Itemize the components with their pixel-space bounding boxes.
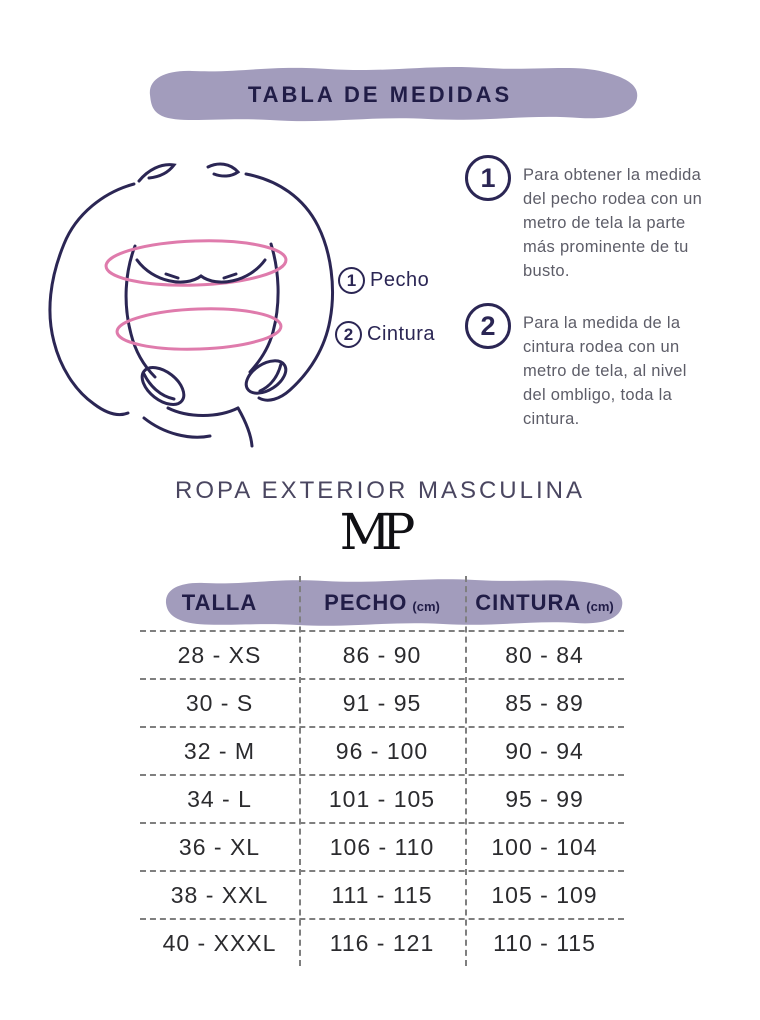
section-title: ROPA EXTERIOR MASCULINA xyxy=(175,477,585,504)
cell-cintura: 95 - 99 xyxy=(505,785,584,812)
figure-label-pecho: 1 Pecho xyxy=(338,267,429,294)
cell-talla: 32 - M xyxy=(183,737,256,764)
cell-talla: 30 - S xyxy=(185,689,254,716)
table-header-cells: TALLA PECHO (cm) CINTURA (cm) xyxy=(140,576,624,630)
cell-cintura: 85 - 89 xyxy=(505,689,584,716)
cell-cintura: 80 - 84 xyxy=(505,641,584,668)
table-row: 34 - L 101 - 105 95 - 99 xyxy=(140,774,624,822)
cell-pecho: 111 - 115 xyxy=(331,881,433,908)
table-row: 32 - M 96 - 100 90 - 94 xyxy=(140,726,624,774)
waist-measure-ellipse xyxy=(115,307,283,351)
cell-talla: 36 - XL xyxy=(178,833,261,860)
number-2-circle-icon: 2 xyxy=(335,321,362,348)
figure-label-cintura: 2 Cintura xyxy=(335,321,435,348)
title-banner: TABLA DE MEDIDAS xyxy=(118,62,642,128)
instruction-pecho-text: Para obtener la medida del pecho rodea c… xyxy=(523,166,703,280)
instruction-2-badge-icon: 2 xyxy=(465,303,511,349)
column-header-cintura-label: CINTURA xyxy=(475,590,582,615)
cell-talla: 40 - XXXL xyxy=(162,929,277,956)
cell-pecho: 101 - 105 xyxy=(328,785,436,812)
instruction-pecho: 1 Para obtener la medida del pecho rodea… xyxy=(465,155,715,283)
torso-drawing xyxy=(48,162,335,448)
cell-cintura: 110 - 115 xyxy=(493,929,596,956)
banner-blob-shape xyxy=(149,66,638,122)
cell-pecho: 116 - 121 xyxy=(329,929,435,956)
cell-pecho: 106 - 110 xyxy=(329,833,435,860)
column-header-pecho: PECHO (cm) xyxy=(299,576,465,630)
table-row: 40 - XXXL 116 - 121 110 - 115 xyxy=(140,918,624,966)
cell-talla: 28 - XS xyxy=(177,641,262,668)
instruction-cintura-text: Para la medida de la cintura rodea con u… xyxy=(523,314,687,428)
figure-label-pecho-text: Pecho xyxy=(370,269,430,291)
table-row: 36 - XL 106 - 110 100 - 104 xyxy=(140,822,624,870)
size-table-rows: 28 - XS 86 - 90 80 - 84 30 - S 91 - 95 8… xyxy=(140,630,624,966)
table-row: 30 - S 91 - 95 85 - 89 xyxy=(140,678,624,726)
column-header-cintura-unit: (cm) xyxy=(586,598,614,614)
cell-cintura: 105 - 109 xyxy=(491,881,598,908)
table-column-divider xyxy=(299,576,301,966)
cell-talla: 34 - L xyxy=(187,785,252,812)
chest-measure-ellipse xyxy=(104,239,288,287)
table-column-divider xyxy=(465,576,467,966)
cell-pecho: 91 - 95 xyxy=(342,689,422,716)
number-1-circle-icon: 1 xyxy=(338,267,365,294)
size-table-header: TALLA PECHO (cm) CINTURA (cm) xyxy=(140,576,624,630)
column-header-cintura: CINTURA (cm) xyxy=(465,576,624,630)
instruction-1-badge-icon: 1 xyxy=(465,155,511,201)
column-header-talla-label: TALLA xyxy=(181,590,258,615)
torso-illustration xyxy=(38,150,350,452)
cell-cintura: 100 - 104 xyxy=(491,833,598,860)
column-header-pecho-label: PECHO xyxy=(324,590,408,615)
cell-cintura: 90 - 94 xyxy=(505,737,584,764)
column-header-pecho-unit: (cm) xyxy=(412,598,440,614)
table-row: 28 - XS 86 - 90 80 - 84 xyxy=(140,630,624,678)
brand-logo: MP xyxy=(339,503,416,561)
cell-talla: 38 - XXL xyxy=(170,881,269,908)
figure-label-cintura-text: Cintura xyxy=(367,323,435,345)
table-row: 38 - XXL 111 - 115 105 - 109 xyxy=(140,870,624,918)
table-header-blob-shape xyxy=(165,579,623,626)
cell-pecho: 96 - 100 xyxy=(335,737,429,764)
size-table: TALLA PECHO (cm) CINTURA (cm) 28 - XS 86… xyxy=(140,576,624,966)
page-title: TABLA DE MEDIDAS xyxy=(247,82,513,107)
instruction-cintura: 2 Para la medida de la cintura rodea con… xyxy=(465,303,715,431)
cell-pecho: 86 - 90 xyxy=(342,641,422,668)
column-header-talla: TALLA xyxy=(140,576,299,630)
